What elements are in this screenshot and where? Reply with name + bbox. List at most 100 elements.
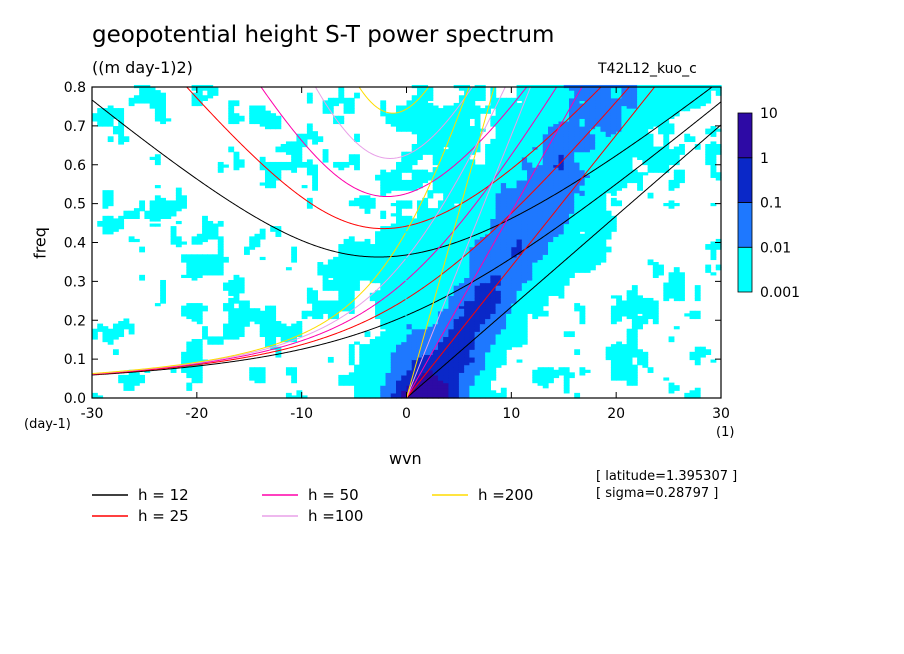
spectrum-cell bbox=[485, 205, 491, 209]
spectrum-cell bbox=[448, 385, 455, 389]
spectrum-cell bbox=[390, 359, 397, 363]
spectrum-cell bbox=[553, 282, 560, 286]
spectrum-cell bbox=[437, 136, 444, 140]
spectrum-cell bbox=[343, 164, 350, 168]
spectrum-cell bbox=[537, 377, 544, 381]
spectrum-cell bbox=[548, 203, 554, 207]
spectrum-cell bbox=[500, 259, 507, 263]
spectrum-cell bbox=[516, 128, 523, 132]
spectrum-cell bbox=[464, 187, 470, 191]
spectrum-cell bbox=[406, 326, 413, 330]
spectrum-cell bbox=[244, 246, 250, 250]
spectrum-cell bbox=[364, 380, 371, 384]
spectrum-cell bbox=[527, 218, 533, 222]
spectrum-cell bbox=[369, 382, 376, 386]
spectrum-cell bbox=[327, 313, 334, 317]
spectrum-cell bbox=[511, 292, 518, 296]
spectrum-cell bbox=[548, 246, 554, 250]
spectrum-cell bbox=[406, 351, 413, 355]
spectrum-cell bbox=[464, 295, 470, 299]
spectrum-cell bbox=[380, 346, 387, 350]
spectrum-cell bbox=[406, 118, 413, 122]
spectrum-cell bbox=[464, 108, 470, 112]
spectrum-cell bbox=[348, 362, 355, 366]
spectrum-cell bbox=[495, 228, 502, 232]
spectrum-cell bbox=[432, 131, 439, 135]
spectrum-cell bbox=[427, 226, 434, 230]
spectrum-cell bbox=[411, 231, 418, 235]
spectrum-cell bbox=[128, 377, 135, 381]
spectrum-cell bbox=[380, 100, 387, 104]
spectrum-cell bbox=[448, 228, 455, 232]
spectrum-cell bbox=[233, 328, 240, 332]
spectrum-cell bbox=[390, 395, 397, 399]
spectrum-cell bbox=[259, 164, 266, 168]
spectrum-cell bbox=[511, 177, 518, 181]
spectrum-cell bbox=[270, 326, 277, 330]
spectrum-cell bbox=[527, 195, 533, 199]
spectrum-cell bbox=[432, 349, 439, 353]
spectrum-cell bbox=[527, 205, 533, 209]
spectrum-cell bbox=[233, 159, 240, 163]
spectrum-cell bbox=[102, 220, 109, 225]
spectrum-cell bbox=[432, 105, 439, 109]
spectrum-cell bbox=[443, 108, 450, 112]
spectrum-cell bbox=[359, 362, 366, 366]
spectrum-cell bbox=[495, 136, 502, 140]
spectrum-cell bbox=[558, 200, 565, 204]
spectrum-cell bbox=[490, 256, 497, 261]
spectrum-cell bbox=[380, 244, 387, 248]
spectrum-cell bbox=[207, 338, 214, 343]
spectrum-cell bbox=[511, 172, 518, 176]
spectrum-cell bbox=[479, 336, 486, 340]
spectrum-cell bbox=[511, 233, 518, 237]
spectrum-cell bbox=[490, 346, 497, 350]
spectrum-cell bbox=[495, 126, 502, 130]
spectrum-cell bbox=[443, 156, 450, 160]
spectrum-cell bbox=[380, 262, 387, 266]
spectrum-cell bbox=[464, 346, 470, 350]
spectrum-cell bbox=[537, 203, 544, 207]
spectrum-cell bbox=[259, 182, 266, 186]
spectrum-cell bbox=[537, 380, 544, 384]
spectrum-cell bbox=[364, 241, 371, 245]
spectrum-cell bbox=[270, 115, 277, 119]
spectrum-cell bbox=[191, 100, 198, 104]
spectrum-cell bbox=[542, 251, 549, 255]
spectrum-cell bbox=[548, 210, 554, 214]
spectrum-cell bbox=[458, 208, 465, 212]
spectrum-cell bbox=[160, 203, 166, 207]
spectrum-cell bbox=[401, 390, 408, 394]
spectrum-cell bbox=[348, 156, 355, 160]
spectrum-cell bbox=[118, 377, 125, 381]
spectrum-cell bbox=[432, 262, 439, 266]
spectrum-cell bbox=[380, 274, 387, 279]
spectrum-cell bbox=[511, 120, 518, 125]
spectrum-cell bbox=[380, 382, 387, 386]
spectrum-cell bbox=[474, 172, 481, 176]
spectrum-cell bbox=[322, 310, 329, 314]
spectrum-cell bbox=[385, 297, 392, 302]
spectrum-cell bbox=[485, 287, 491, 291]
spectrum-cell bbox=[406, 282, 413, 286]
spectrum-cell bbox=[553, 154, 560, 158]
spectrum-cell bbox=[196, 97, 203, 101]
spectrum-cell bbox=[202, 331, 208, 335]
spectrum-cell bbox=[527, 297, 533, 302]
spectrum-cell bbox=[490, 167, 497, 171]
spectrum-cell bbox=[181, 369, 187, 373]
spectrum-cell bbox=[553, 210, 560, 214]
spectrum-cell bbox=[416, 369, 423, 373]
spectrum-cell bbox=[422, 120, 429, 125]
spectrum-cell bbox=[542, 256, 549, 261]
spectrum-cell bbox=[516, 190, 523, 194]
spectrum-cell bbox=[516, 172, 523, 176]
spectrum-cell bbox=[474, 380, 481, 384]
spectrum-cell bbox=[348, 238, 355, 243]
spectrum-cell bbox=[500, 264, 507, 268]
spectrum-cell bbox=[516, 220, 523, 225]
spectrum-cell bbox=[254, 105, 261, 109]
spectrum-cell bbox=[532, 256, 539, 261]
spectrum-cell bbox=[548, 236, 554, 240]
spectrum-cell bbox=[474, 333, 481, 338]
